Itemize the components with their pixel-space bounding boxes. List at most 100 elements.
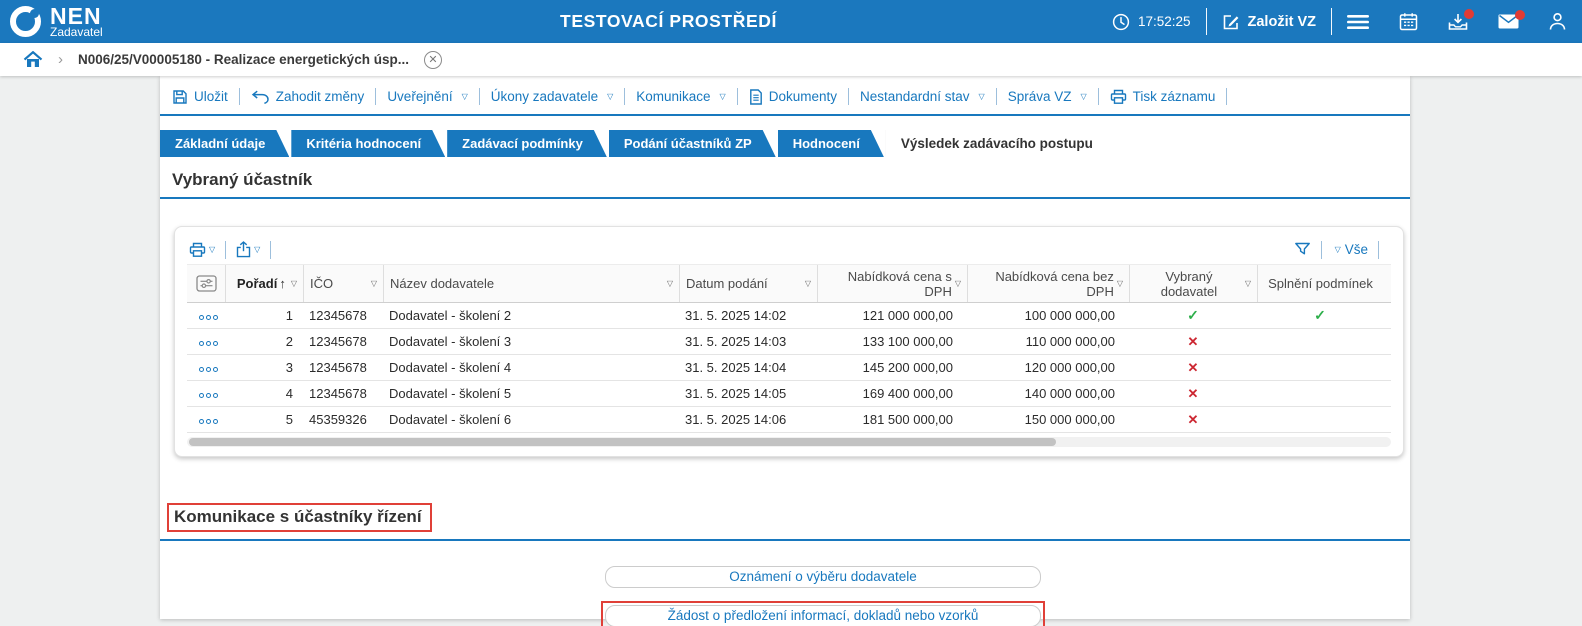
toolbar-item-label: Nestandardní stav [859, 89, 970, 104]
toolbar-item-label: Dokumenty [768, 89, 837, 104]
tab-v-sledek-zad-vac-ho-postupu[interactable]: Výsledek zadávacího postupu [886, 130, 1123, 157]
tab-zad-vac-podm-nky[interactable]: Zadávací podmínky [447, 130, 607, 157]
mail-button[interactable] [1498, 10, 1525, 29]
toolbar-item-uve-ejn-n-[interactable]: Uveřejnění ▽ [387, 89, 467, 104]
column-header-datum-pod-n-[interactable]: Datum podání ▽ [679, 265, 817, 302]
tab-pod-n-astn-k-zp[interactable]: Podání účastníků ZP [609, 130, 776, 157]
cell-nazev-dodavatele: Dodavatel - školení 3 [389, 334, 512, 349]
toolbar-item-spr-va-vz[interactable]: Správa VZ ▽ [1008, 89, 1087, 104]
export-dropdown-icon[interactable]: ▽ [254, 245, 261, 254]
tab-label: Kritéria hodnocení [306, 136, 422, 151]
print-dropdown-icon[interactable]: ▽ [209, 245, 216, 254]
column-label: Pořadí [236, 276, 278, 291]
column-header-nab-dkov-cena-bez-dph[interactable]: Nabídková cena bez DPH ▽ [967, 265, 1129, 302]
brand: NEN Zadavatel [50, 2, 103, 39]
table-header-row: Pořadí ↑ ▽ IČO ▽ Název dodavatele ▽ Datum podán… [187, 264, 1391, 303]
column-filter-icon[interactable]: ▽ [290, 279, 297, 288]
horizontal-scrollbar[interactable] [187, 437, 1391, 447]
create-vz-label: Založit VZ [1247, 13, 1316, 30]
row-menu-button[interactable] [187, 386, 225, 401]
cell-ico: 45359326 [309, 412, 367, 427]
toolbar-item-komunikace[interactable]: Komunikace ▽ [636, 89, 725, 104]
toolbar-item--kony-zadavatele[interactable]: Úkony zadavatele ▽ [491, 89, 613, 104]
column-settings-icon[interactable] [195, 275, 217, 292]
zadost-o-predlozeni-button[interactable]: Žádost o předložení informací, dokladů n… [605, 605, 1041, 626]
column-filter-icon[interactable]: ▽ [370, 279, 377, 288]
create-vz-button[interactable]: Založit VZ [1222, 13, 1316, 31]
toolbar-item-zahodit-zm-ny[interactable]: Zahodit změny [251, 89, 365, 104]
table-row: 5 45359326 Dodavatel - školení 6 31. 5. 202… [187, 407, 1391, 433]
inbox-button[interactable] [1448, 8, 1474, 31]
column-filter-icon[interactable]: ▽ [804, 279, 811, 288]
tab-krit-ria-hodnocen-[interactable]: Kritéria hodnocení [291, 130, 445, 157]
row-menu-button[interactable] [187, 308, 225, 323]
row-menu-button[interactable] [187, 360, 225, 375]
calendar-button[interactable] [1399, 12, 1418, 31]
separator [1226, 88, 1228, 105]
row-menu-button[interactable] [187, 412, 225, 427]
close-icon[interactable]: ✕ [423, 50, 442, 69]
brand-name: NEN [50, 2, 102, 29]
separator [1331, 8, 1332, 35]
toolbar-item-tisk-z-znamu[interactable]: Tisk záznamu [1110, 89, 1215, 105]
export-icon[interactable] [236, 241, 251, 258]
column-filter-icon[interactable]: ▽ [666, 279, 673, 288]
column-header-vybran-dodavatel[interactable]: Vybraný dodavatel ▽ [1129, 265, 1257, 302]
user-icon [1549, 12, 1566, 31]
breadcrumb-item[interactable]: N006/25/V00005180 - Realizace energetick… [78, 52, 409, 67]
nen-logo-icon[interactable] [10, 6, 41, 37]
grid-toolbar-left: ▽ ▽ [189, 240, 281, 259]
toolbar-item-nestandardn-stav[interactable]: Nestandardní stav ▽ [860, 89, 985, 104]
toolbar-item-ulo-it[interactable]: Uložit [172, 89, 228, 105]
user-button[interactable] [1549, 12, 1566, 31]
three-dots-icon [193, 367, 218, 372]
toolbar-item-label: Komunikace [636, 89, 711, 104]
cell-poradi: 4 [285, 386, 293, 401]
inbox-icon [1448, 13, 1468, 31]
column-filter-icon[interactable]: ▽ [954, 279, 961, 288]
scrollbar-thumb[interactable] [189, 438, 1056, 446]
cell-poradi: 5 [285, 412, 293, 427]
toolbar-item-label: Zahodit změny [275, 89, 365, 104]
column-header-spln-n-podm-nek[interactable]: Splnění podmínek [1257, 265, 1383, 302]
filter-dropdown-icon[interactable]: ▽ [1334, 245, 1341, 254]
tab-label: Hodnocení [792, 136, 860, 151]
three-dots-icon [193, 419, 218, 424]
sort-asc-icon: ↑ [279, 276, 286, 291]
separator [995, 88, 997, 105]
tab-bar: Základní údaje Kritéria hodnocení Zadávací… [160, 130, 1410, 157]
environment-title: TESTOVACÍ PROSTŘEDÍ [560, 11, 777, 31]
cell-poradi: 2 [285, 334, 293, 349]
column-header-i-o[interactable]: IČO ▽ [303, 265, 383, 302]
tab-label: Základní údaje [175, 136, 266, 151]
cell-ico: 12345678 [309, 360, 367, 375]
cell-nazev-dodavatele: Dodavatel - školení 4 [389, 360, 512, 375]
chevron-down-icon: ▽ [978, 92, 985, 101]
column-filter-icon[interactable]: ▽ [1244, 279, 1251, 288]
tab-z-kladn-daje[interactable]: Základní údaje [160, 130, 289, 157]
section-title: Komunikace s účastníky řízení [174, 507, 422, 526]
home-icon[interactable] [23, 51, 43, 68]
column-header-nab-dkov-cena-s-dph[interactable]: Nabídková cena s DPH ▽ [817, 265, 967, 302]
funnel-icon[interactable] [1294, 242, 1311, 257]
cell-nazev-dodavatele: Dodavatel - školení 5 [389, 386, 512, 401]
column-header-po-ad-[interactable]: Pořadí ↑ ▽ [225, 265, 303, 302]
cell-cena-bez-dph: 100 000 000,00 [1024, 308, 1115, 323]
chevron-down-icon: ▽ [607, 92, 614, 101]
cell-ico: 12345678 [309, 334, 367, 349]
column-header-n-zev-dodavatele[interactable]: Název dodavatele ▽ [383, 265, 679, 302]
tab-hodnocen-[interactable]: Hodnocení [778, 130, 884, 157]
column-label: Nabídková cena bez DPH [995, 268, 1114, 299]
column-filter-icon[interactable]: ▽ [1116, 279, 1123, 288]
toolbar-item-dokumenty[interactable]: Dokumenty [749, 88, 837, 105]
oznameni-o-vyberu-button[interactable]: Oznámení o výběru dodavatele [605, 566, 1041, 588]
menu-button[interactable] [1347, 14, 1369, 30]
clock-icon [1112, 13, 1130, 31]
cell-splneni-podminek: ✓ [1257, 307, 1383, 324]
print-icon[interactable] [189, 242, 206, 258]
column-settings-header[interactable] [187, 265, 225, 302]
calendar-icon [1399, 12, 1418, 31]
filter-all-option[interactable]: Vše [1344, 242, 1368, 257]
tab-label: Podání účastníků ZP [623, 136, 752, 151]
row-menu-button[interactable] [187, 334, 225, 349]
